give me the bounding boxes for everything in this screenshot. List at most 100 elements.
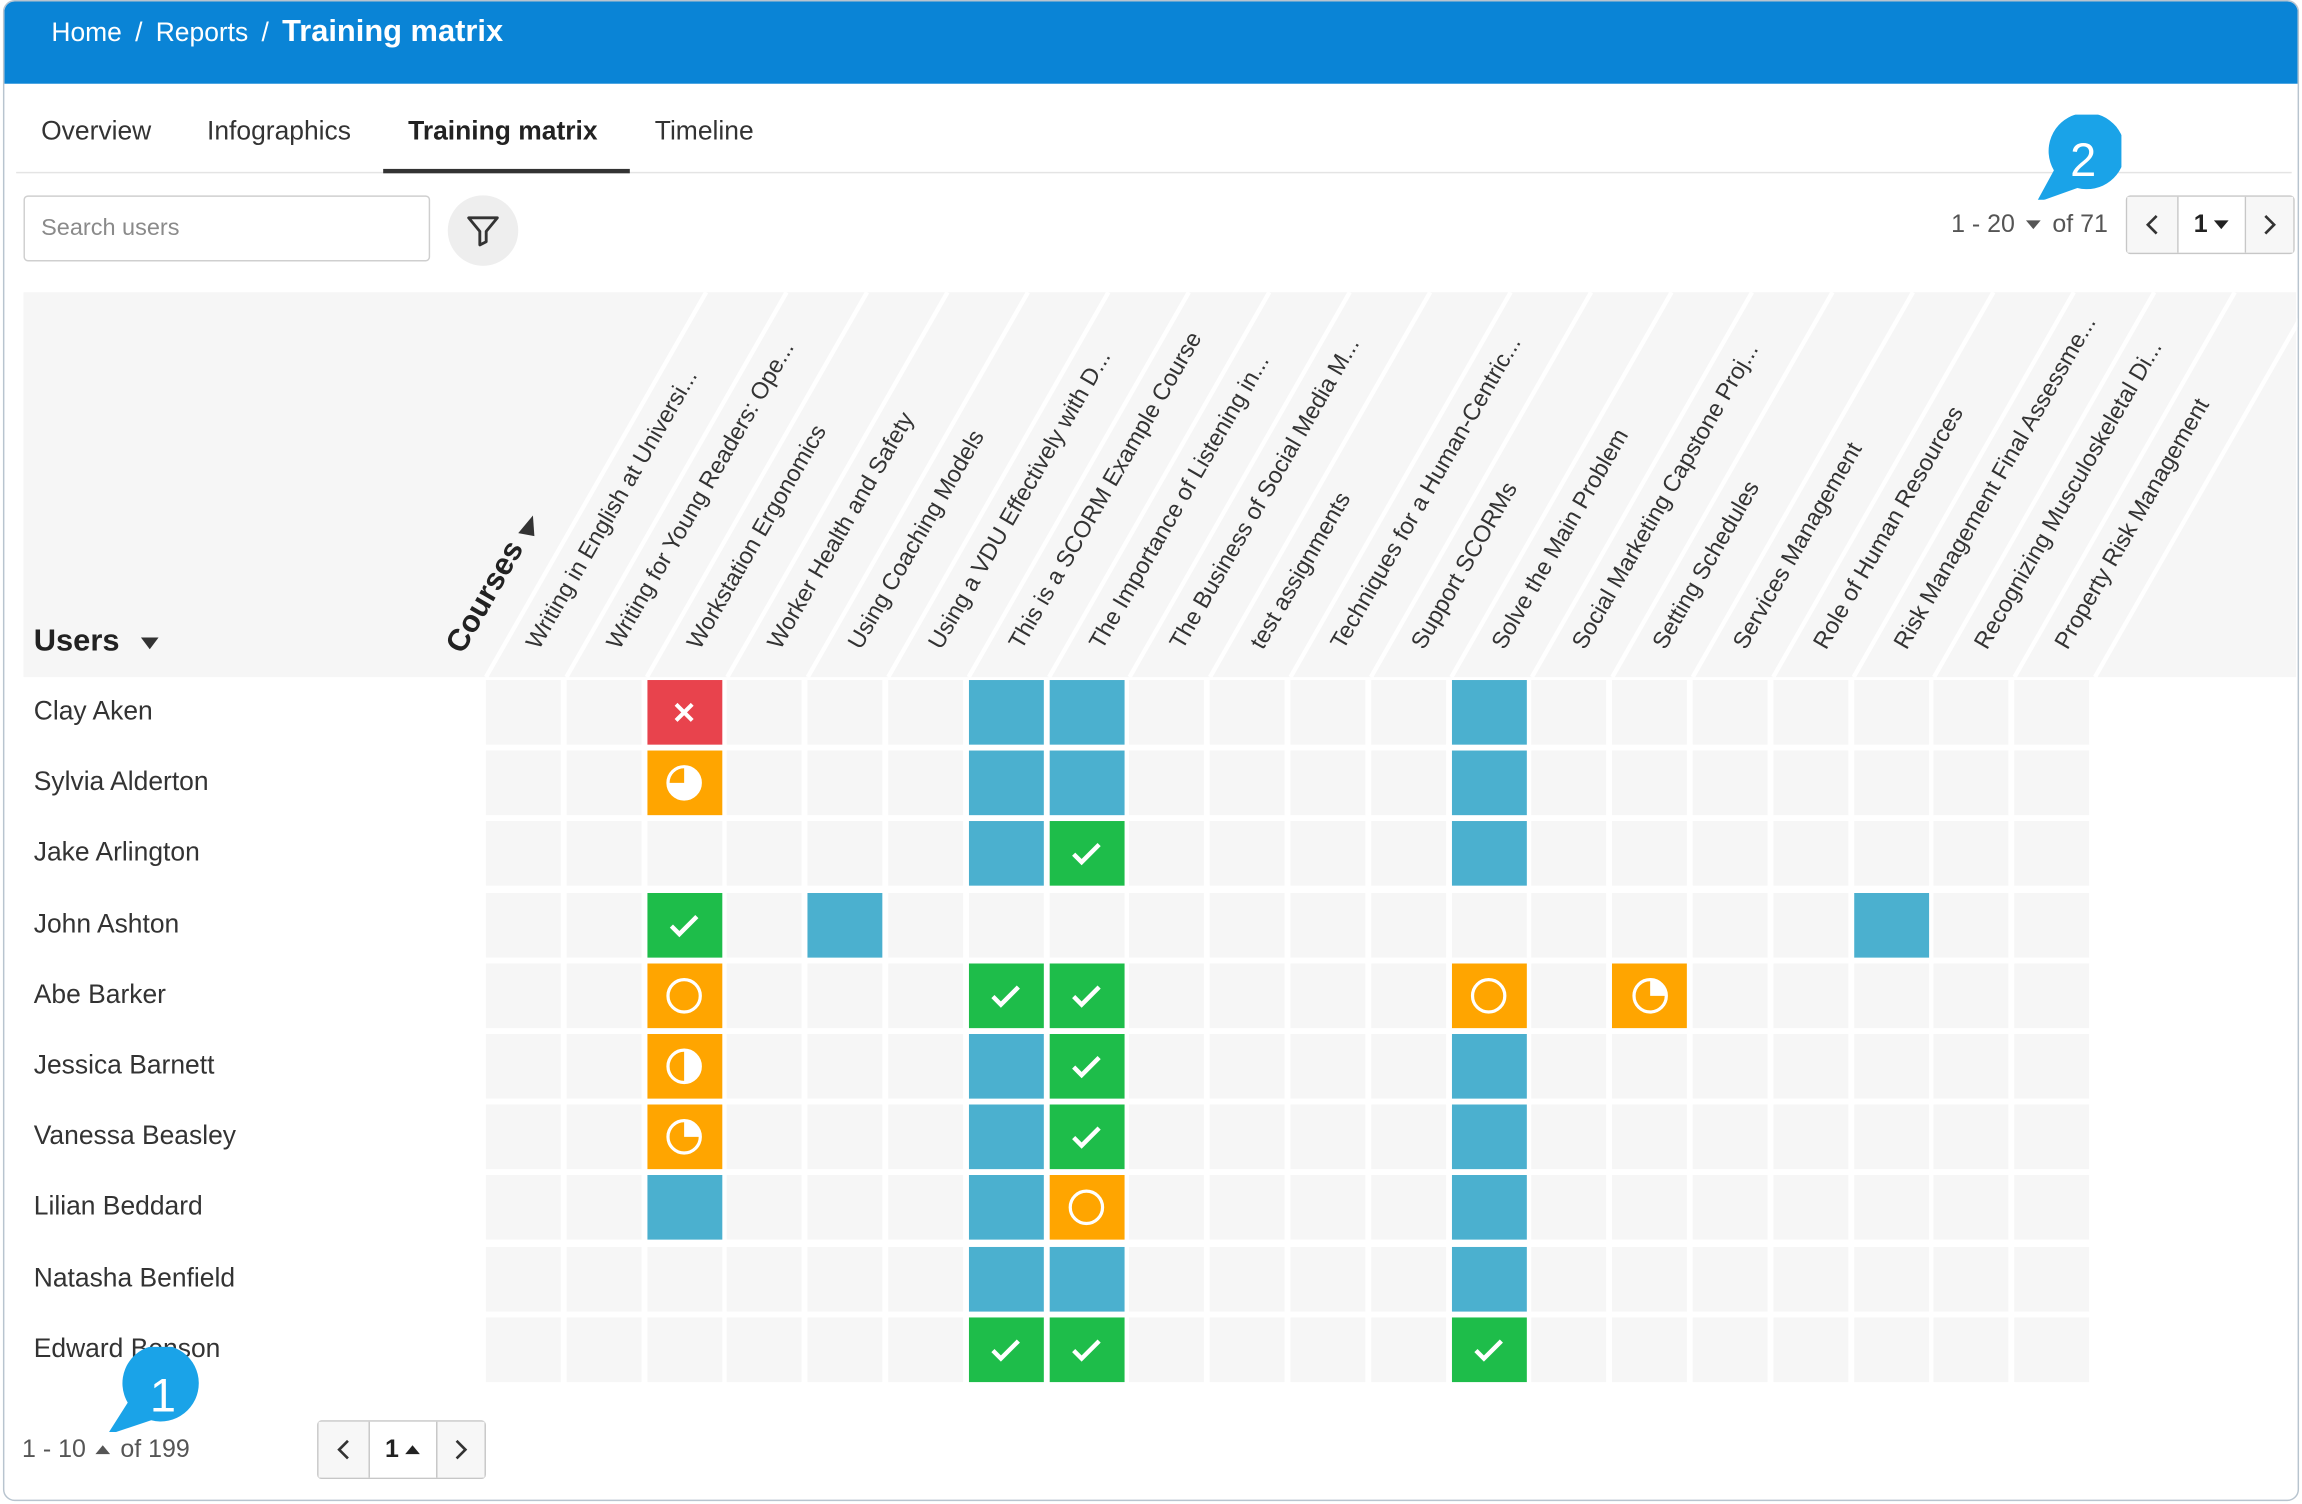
matrix-cell-empty xyxy=(566,892,642,958)
matrix-cell-empty xyxy=(1853,1175,1929,1241)
matrix-cell-empty xyxy=(807,1104,883,1170)
user-row-name[interactable]: Sylvia Alderton xyxy=(33,766,209,797)
matrix-cell-enrolled[interactable] xyxy=(1451,750,1527,816)
matrix-cell-completed[interactable] xyxy=(1049,1317,1124,1382)
search-users-input[interactable] xyxy=(23,195,431,262)
matrix-cell-empty xyxy=(727,821,803,887)
breadcrumb-home[interactable]: Home xyxy=(51,17,122,47)
matrix-cell-enrolled[interactable] xyxy=(968,750,1044,816)
matrix-cell-empty xyxy=(1451,892,1527,958)
user-row-name[interactable]: Edward Benson xyxy=(33,1333,221,1363)
users-sort-header[interactable]: Users xyxy=(34,624,161,659)
matrix-cell-empty xyxy=(2014,1246,2090,1311)
matrix-cell-in-progress[interactable] xyxy=(646,963,722,1028)
matrix-cell-in-progress[interactable] xyxy=(646,1034,722,1099)
caret-up-icon[interactable] xyxy=(94,1442,112,1457)
course-page-select[interactable]: 1 xyxy=(2178,196,2247,253)
user-row-name[interactable]: Vanessa Beasley xyxy=(33,1120,237,1151)
matrix-cell-completed[interactable] xyxy=(968,1317,1044,1382)
matrix-cell-enrolled[interactable] xyxy=(1451,1175,1527,1241)
matrix-cell-completed[interactable] xyxy=(968,963,1044,1028)
matrix-cell-empty xyxy=(727,1317,803,1382)
matrix-cell-completed[interactable] xyxy=(1049,1034,1124,1099)
user-row-name[interactable]: Natasha Benfield xyxy=(33,1262,236,1292)
matrix-cell-completed[interactable] xyxy=(1451,1317,1527,1382)
user-page-select[interactable]: 1 xyxy=(369,1421,438,1478)
user-row-name[interactable]: Jake Arlington xyxy=(33,837,200,868)
tab-training-matrix[interactable]: Training matrix xyxy=(408,116,598,146)
user-row-name[interactable]: Abe Barker xyxy=(33,979,166,1009)
user-prev-button[interactable] xyxy=(318,1421,370,1478)
matrix-cell-enrolled[interactable] xyxy=(1853,892,1929,958)
user-row-name[interactable]: John Ashton xyxy=(33,908,180,938)
tab-timeline[interactable]: Timeline xyxy=(654,116,754,146)
matrix-cell-enrolled[interactable] xyxy=(807,892,883,958)
matrix-cell-enrolled[interactable] xyxy=(968,680,1044,745)
checkmark-icon xyxy=(1474,1339,1504,1362)
matrix-cell-enrolled[interactable] xyxy=(1451,1246,1527,1311)
matrix-cell-in-progress[interactable] xyxy=(1049,1175,1124,1241)
matrix-cell-enrolled[interactable] xyxy=(1451,680,1527,745)
matrix-cell-empty xyxy=(1692,1175,1768,1241)
matrix-cell-empty xyxy=(1209,680,1285,745)
checkmark-icon xyxy=(1072,1339,1101,1362)
matrix-cell-empty xyxy=(1853,963,1929,1028)
matrix-cell-enrolled[interactable] xyxy=(968,1034,1044,1099)
matrix-cell-empty xyxy=(1209,1246,1285,1311)
matrix-cell-enrolled[interactable] xyxy=(968,1175,1044,1241)
matrix-cell-enrolled[interactable] xyxy=(1451,821,1527,887)
matrix-cell-completed[interactable] xyxy=(1049,1104,1124,1170)
matrix-cell-empty xyxy=(888,1175,964,1241)
matrix-cell-empty xyxy=(1612,1034,1688,1099)
course-headers: Writing in English at Universi...Writing… xyxy=(438,291,2298,679)
caret-down-icon[interactable] xyxy=(2025,217,2043,232)
filter-button[interactable] xyxy=(447,195,519,266)
matrix-cell-failed[interactable] xyxy=(646,680,722,745)
matrix-cell-in-progress[interactable] xyxy=(1612,963,1688,1028)
matrix-cell-in-progress[interactable] xyxy=(646,1104,722,1170)
user-row-name[interactable]: Clay Aken xyxy=(33,696,153,726)
column-divider xyxy=(644,291,869,679)
tab-infographics[interactable]: Infographics xyxy=(207,116,351,146)
user-row-name[interactable]: Jessica Barnett xyxy=(33,1050,215,1080)
breadcrumb-reports[interactable]: Reports xyxy=(155,17,249,47)
column-divider xyxy=(1529,291,1754,679)
user-range: 1 - 10 xyxy=(22,1434,86,1463)
matrix-cell-empty xyxy=(807,680,883,745)
matrix-cell-enrolled[interactable] xyxy=(968,1246,1044,1311)
matrix-cell-empty xyxy=(485,892,561,958)
matrix-cell-empty xyxy=(1853,1246,1929,1311)
matrix-cell-enrolled[interactable] xyxy=(1049,1246,1124,1311)
matrix-cell-empty xyxy=(1129,821,1205,887)
caret-up-icon[interactable] xyxy=(518,515,535,537)
course-column-header[interactable]: Writing in English at Universi... xyxy=(521,365,702,653)
matrix-cell-enrolled[interactable] xyxy=(1049,680,1124,745)
matrix-cell-empty xyxy=(1612,680,1688,745)
callout-badge-1: 1 xyxy=(109,1346,199,1433)
user-row-name[interactable]: Lilian Beddard xyxy=(33,1191,203,1222)
matrix-cell-enrolled[interactable] xyxy=(1451,1104,1527,1170)
matrix-cell-enrolled[interactable] xyxy=(968,821,1044,887)
matrix-cell-in-progress[interactable] xyxy=(646,750,722,816)
course-prev-button[interactable] xyxy=(2127,196,2179,253)
progress-pie-icon xyxy=(666,977,703,1014)
matrix-cell-empty xyxy=(888,821,964,887)
matrix-cell-enrolled[interactable] xyxy=(968,1104,1044,1170)
course-next-button[interactable] xyxy=(2246,196,2294,253)
matrix-cell-empty xyxy=(1531,1034,1607,1099)
matrix-cell-in-progress[interactable] xyxy=(1451,963,1527,1028)
matrix-cell-empty xyxy=(1209,1104,1285,1170)
courses-sort-header[interactable]: Courses xyxy=(438,534,530,658)
user-next-button[interactable] xyxy=(437,1421,485,1478)
matrix-cell-enrolled[interactable] xyxy=(646,1175,722,1241)
matrix-cell-empty xyxy=(2014,963,2090,1028)
matrix-cell-enrolled[interactable] xyxy=(1451,1034,1527,1099)
matrix-cell-empty xyxy=(1692,680,1768,745)
matrix-cell-completed[interactable] xyxy=(1049,963,1124,1028)
matrix-cell-completed[interactable] xyxy=(646,892,722,958)
matrix-cell-enrolled[interactable] xyxy=(1049,750,1124,816)
matrix-cell-empty xyxy=(1370,1317,1446,1382)
tab-overview[interactable]: Overview xyxy=(41,116,152,146)
matrix-cell-completed[interactable] xyxy=(1049,821,1124,887)
